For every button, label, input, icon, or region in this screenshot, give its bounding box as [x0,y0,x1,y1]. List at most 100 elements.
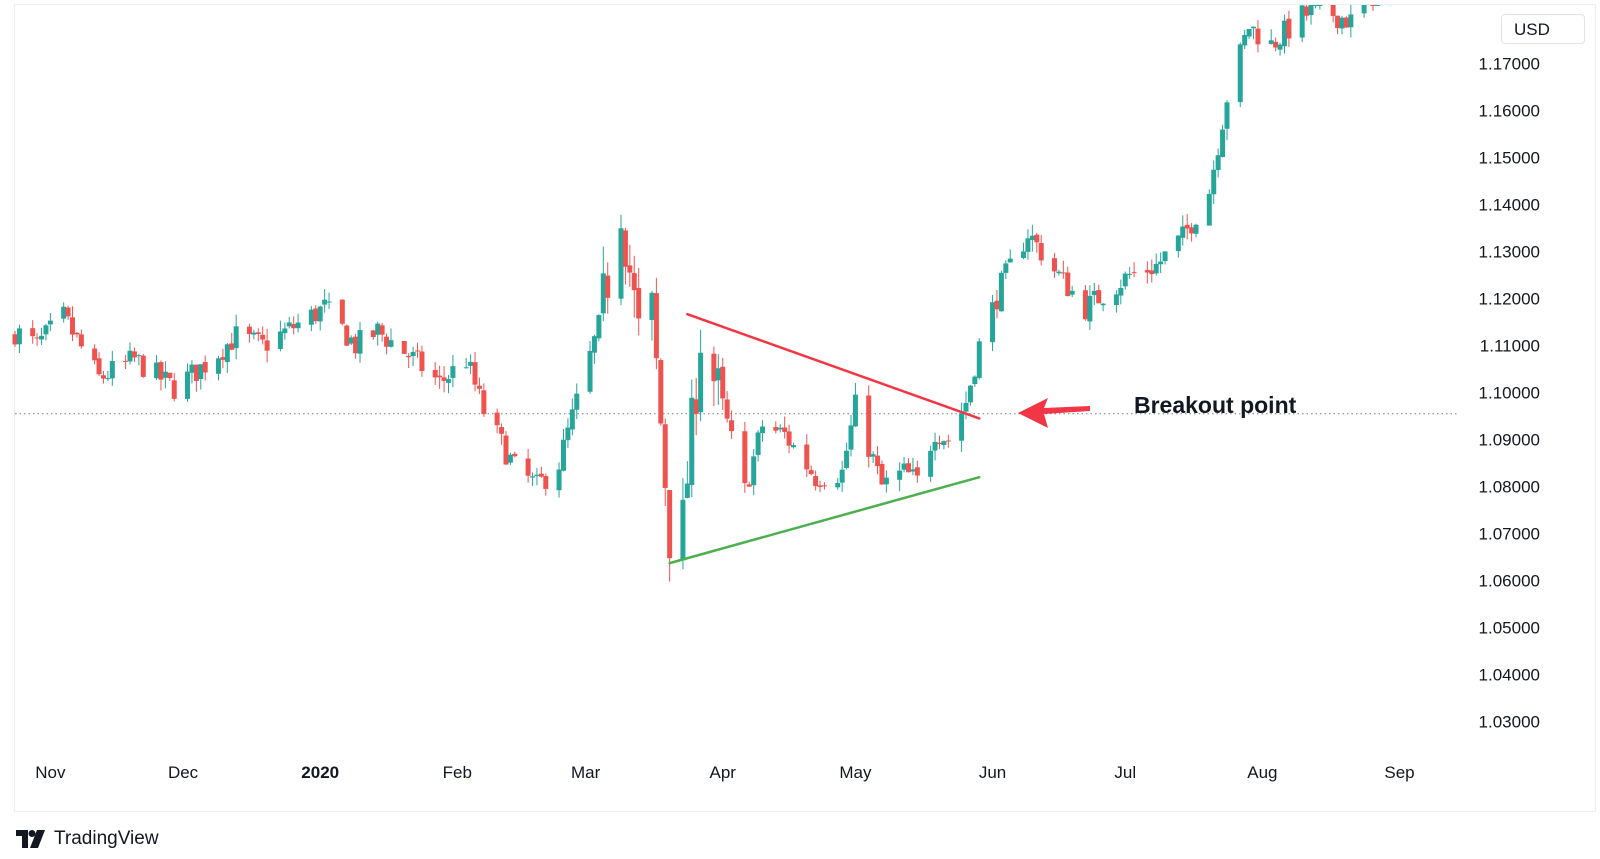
candle-body [1312,5,1318,6]
candle-body [264,340,270,351]
candle-body [936,442,942,445]
candle-body [437,375,443,378]
candle-body [1330,5,1336,16]
candle-body [1149,270,1155,275]
candle-body [450,366,456,378]
candle-body [627,265,633,273]
candle-body [96,358,102,375]
candle-body [123,360,129,362]
candle-body [1281,20,1287,47]
candle-body [1317,5,1323,6]
candle-body [808,470,814,474]
candle-body [1131,272,1137,274]
candle-body [1100,303,1106,306]
candle-body [1065,272,1071,297]
candle-body [543,476,549,489]
candle-body [755,432,761,455]
candle-body [724,399,730,419]
candle-body [932,441,938,451]
candle-body [773,427,779,431]
candle-body [100,375,106,379]
y-tick-label: 1.09000 [1479,431,1540,450]
candle-body [34,337,40,339]
candle-body [277,331,283,349]
candle-body [618,228,624,299]
currency-badge[interactable]: USD [1501,14,1585,44]
candle-body [631,273,637,291]
candle-body [689,397,695,485]
candle-body [720,366,726,399]
candle-body [817,485,823,487]
candle-body [379,325,385,335]
candle-body [560,439,566,471]
candle-body [998,272,1004,312]
candle-body [70,317,76,335]
candle-body [653,293,659,359]
candle-body [255,332,261,335]
candle-body [1361,5,1367,14]
candle-body [556,469,562,491]
x-tick-label: Aug [1247,763,1277,782]
y-tick-label: 1.16000 [1479,102,1540,121]
candle-body [711,353,717,382]
candle-body [600,273,606,314]
candle-body [967,385,973,403]
candle-body [839,469,845,483]
candle-body [295,322,301,329]
candle-body [92,348,98,361]
candle-body [782,427,788,432]
candle-body [1206,193,1212,226]
tradingview-logo[interactable]: TradingView [16,826,159,852]
y-tick-label: 1.04000 [1479,665,1540,684]
candle-body [990,302,996,343]
candle-body [370,330,376,338]
candle-body [494,412,500,426]
candle-body [1339,17,1345,29]
brand-name: TradingView [54,828,159,849]
candle-body [751,456,757,486]
candle-body [976,341,982,378]
candle-body [43,325,49,335]
candle-body [154,362,160,379]
candle-body [1343,17,1349,28]
candle-body [596,315,602,339]
candle-body [189,364,195,373]
x-tick-label: Apr [709,763,736,782]
y-tick-label: 1.03000 [1479,712,1540,731]
candle-body [61,306,67,319]
candle-body [1029,235,1035,240]
candle-body [1286,18,1292,39]
y-tick-label: 1.08000 [1479,478,1540,497]
candle-body [215,358,221,374]
candle-body [1370,5,1376,6]
x-tick-label: Jun [979,763,1006,782]
candle-body [1034,234,1040,243]
y-tick-label: 1.15000 [1479,149,1540,168]
candle-body [512,453,518,457]
candle-body [1277,44,1283,50]
candle-body [251,332,257,335]
candle-body [1255,28,1261,45]
x-tick-label: Jul [1114,763,1136,782]
x-tick-label: Feb [443,763,472,782]
candle-body [1056,271,1062,274]
candle-body [12,334,18,345]
candle-body [326,301,332,303]
candle-body [1348,14,1354,28]
candle-body [574,393,580,410]
candle-body [317,306,323,322]
candle-body [1144,270,1150,273]
candle-body [715,368,721,381]
candle-body [507,454,513,463]
candle-body [291,324,297,329]
candle-body [910,469,916,472]
candle-body [78,334,84,347]
candle-body [848,425,854,450]
candle-body [1060,272,1066,274]
y-tick-label: 1.05000 [1479,619,1540,638]
candle-body [1091,290,1097,296]
x-tick-label: 2020 [301,763,339,782]
candle-body [813,476,819,487]
candle-body [684,483,690,498]
